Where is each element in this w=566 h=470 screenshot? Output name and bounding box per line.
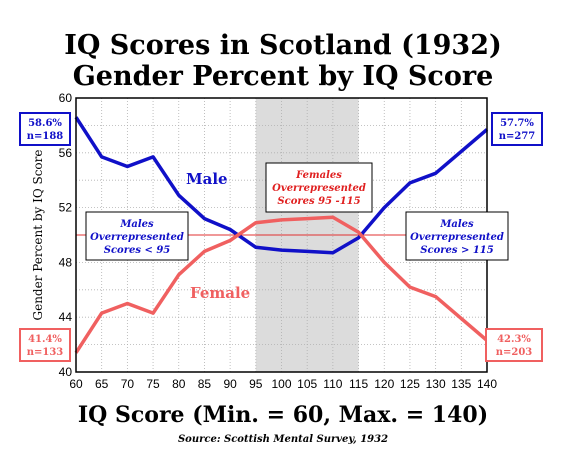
x-tick-label: 90 (223, 377, 237, 391)
x-tick-label: 100 (271, 377, 291, 391)
series-label-female: Female (190, 284, 250, 302)
x-tick-label: 60 (69, 377, 83, 391)
x-tick-label: 105 (297, 377, 317, 391)
y-tick-label: 48 (59, 255, 73, 269)
callout-male-end: 57.7% n=277 (491, 112, 543, 146)
box-left-line3: Scores < 95 (104, 245, 171, 256)
y-tick-label: 40 (59, 365, 73, 379)
chart-title-line1: IQ Scores in Scotland (1932) (64, 30, 502, 61)
box-right-line1: Males (439, 219, 474, 230)
chart-title-line2: Gender Percent by IQ Score (73, 61, 494, 92)
series-line-female (74, 215, 489, 354)
box-center-line3: Scores 95 -115 (277, 196, 360, 207)
callout-male-start: 58.6% n=188 (19, 112, 71, 146)
callout-female-end-value: 42.3% (497, 334, 531, 345)
annotation-box-left: Males Overrepresented Scores < 95 (85, 211, 189, 261)
x-tick-label: 65 (95, 377, 109, 391)
box-center-line1: Females (295, 170, 342, 181)
x-tick-label: 115 (349, 377, 368, 391)
y-tick-label: 44 (59, 310, 73, 324)
callout-female-end-count: n=203 (496, 347, 533, 358)
annotation-box-center: Females Overrepresented Scores 95 -115 (265, 162, 373, 213)
y-tick-labels: 40 44 48 52 56 60 (59, 91, 73, 379)
y-axis-label: Gender Percent by IQ Score (31, 150, 45, 321)
box-right-line2: Overrepresented (410, 232, 504, 243)
callout-male-end-count: n=277 (499, 131, 536, 142)
x-tick-label: 85 (198, 377, 212, 391)
x-tick-label: 70 (121, 377, 135, 391)
x-tick-label: 75 (146, 377, 160, 391)
callout-male-end-value: 57.7% (500, 118, 534, 129)
series-line-male (74, 116, 489, 255)
callout-female-start-count: n=133 (27, 347, 64, 358)
callout-male-start-count: n=188 (27, 131, 64, 142)
annotation-box-right: Males Overrepresented Scores > 115 (405, 211, 509, 261)
series-group (74, 116, 489, 354)
x-axis-label: IQ Score (Min. = 60, Max. = 140) (78, 402, 488, 428)
callout-female-end: 42.3% n=203 (485, 328, 543, 362)
callout-male-start-value: 58.6% (28, 118, 62, 129)
callout-female-start-value: 41.4% (28, 334, 62, 345)
box-left-line2: Overrepresented (90, 232, 184, 243)
x-tick-label: 130 (426, 377, 446, 391)
x-tick-label: 95 (249, 377, 263, 391)
box-left-line1: Males (119, 219, 154, 230)
x-tick-label: 80 (172, 377, 186, 391)
box-center-line2: Overrepresented (272, 183, 366, 194)
y-tick-label: 52 (59, 201, 73, 215)
box-right-line3: Scores > 115 (420, 245, 493, 256)
x-tick-label: 125 (400, 377, 420, 391)
x-tick-labels: 60 65 70 75 80 85 90 95 100 105 110 115 120 125 130 135… (69, 377, 497, 391)
x-tick-label: 120 (374, 377, 394, 391)
callout-female-start: 41.4% n=133 (19, 328, 71, 362)
x-tick-label: 140 (477, 377, 497, 391)
series-label-male: Male (186, 170, 228, 188)
y-tick-label: 60 (59, 91, 73, 105)
x-tick-label: 135 (451, 377, 471, 391)
source-note: Source: Scottish Mental Survey, 1932 (178, 434, 388, 445)
x-tick-label: 110 (323, 377, 342, 391)
y-tick-label: 56 (59, 146, 73, 160)
